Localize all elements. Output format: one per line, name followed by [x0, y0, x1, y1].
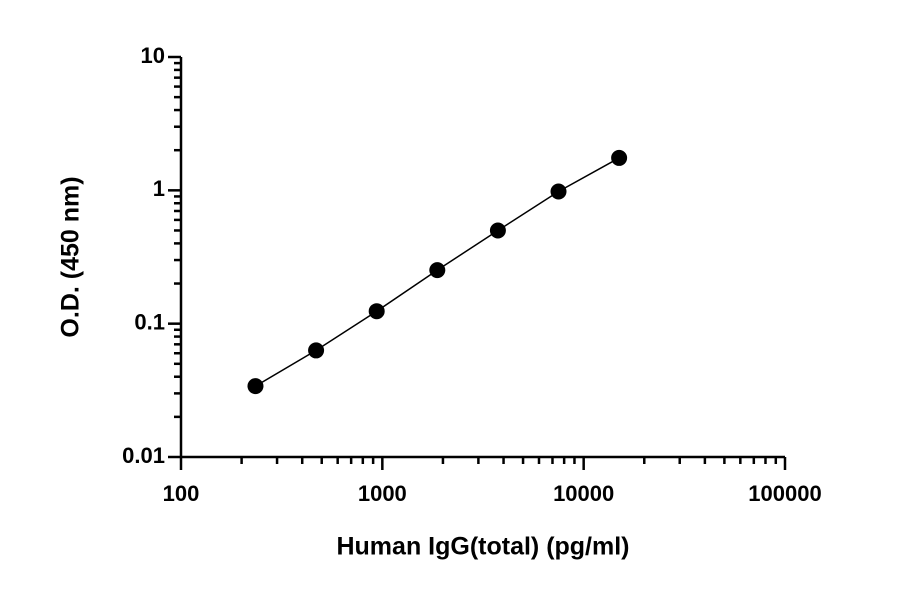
x-tick-label: 1000 [358, 481, 407, 506]
point [489, 222, 506, 239]
point [308, 342, 325, 359]
y-tick-label: 0.1 [134, 309, 165, 334]
y-tick-label: 1 [153, 176, 165, 201]
y-tick-label: 0.01 [122, 443, 165, 468]
x-tick-label: 100000 [748, 481, 821, 506]
y-tick-label: 10 [141, 43, 165, 68]
point [429, 262, 446, 279]
x-tick-label: 100 [163, 481, 200, 506]
point [611, 149, 628, 166]
point [247, 378, 264, 395]
x-axis-title: Human IgG(total) (pg/ml) [336, 533, 629, 561]
x-tick-label: 10000 [553, 481, 614, 506]
point [368, 303, 385, 320]
point [550, 183, 567, 200]
y-axis-title: O.D. (450 nm) [57, 176, 85, 337]
